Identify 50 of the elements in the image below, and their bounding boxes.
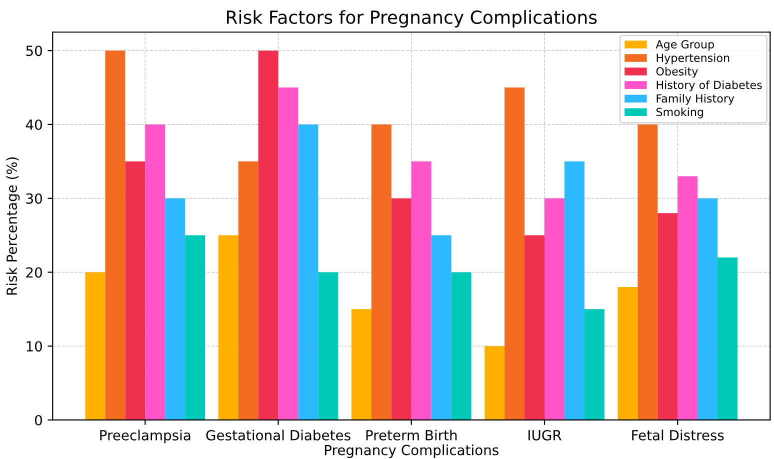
legend-label: Family History: [656, 94, 734, 105]
bar: [718, 257, 738, 420]
bar: [318, 272, 338, 420]
chart-title: Risk Factors for Pregnancy Complications: [226, 10, 597, 28]
bar: [391, 198, 412, 420]
y-tick-label: 40: [26, 119, 42, 130]
x-tick-label: Preterm Birth: [366, 430, 457, 440]
bar: [298, 124, 318, 420]
bar: [165, 198, 186, 420]
bar: [484, 346, 505, 420]
y-tick-label: 50: [26, 46, 42, 56]
legend-label: Smoking: [656, 108, 704, 118]
bar: [544, 198, 564, 420]
bar: [678, 176, 698, 420]
bar: [278, 88, 298, 420]
bar: [258, 50, 278, 420]
legend-label: Age Group: [656, 40, 714, 51]
bar: [451, 272, 472, 420]
bar: [411, 161, 432, 420]
x-axis-title: Pregnancy Complications: [324, 444, 498, 458]
bar: [638, 124, 658, 420]
bar: [125, 161, 146, 420]
legend-label: Hypertension: [656, 53, 730, 64]
x-tick-label: Preeclampsia: [100, 430, 190, 444]
legend-label: Obesity: [656, 66, 698, 78]
bar: [504, 88, 525, 420]
y-tick-label: 0: [34, 414, 42, 426]
x-tick-label: Gestational Diabetes: [206, 430, 350, 440]
bar: [85, 272, 106, 420]
bar: [431, 235, 452, 420]
y-axis-title: Risk Percentage (%): [6, 157, 20, 295]
bar: [658, 213, 678, 420]
bar: [618, 287, 638, 420]
x-tick-label: Fetal Distress: [632, 430, 724, 440]
y-tick-label: 10: [26, 341, 42, 352]
y-tick-label: 30: [26, 193, 42, 204]
legend-label: History of Diabetes: [656, 80, 762, 92]
y-tick-label: 20: [26, 267, 42, 278]
x-tick-label: IUGR: [528, 430, 562, 440]
bar: [105, 50, 126, 420]
bar: [371, 124, 392, 420]
bar: [238, 161, 258, 420]
bar: [218, 235, 238, 420]
bar: [185, 235, 206, 420]
bar: [564, 161, 584, 420]
bar: [584, 309, 604, 420]
bar: [524, 235, 544, 420]
bar: [145, 124, 166, 420]
bar: [698, 198, 718, 420]
bar: [351, 309, 372, 420]
